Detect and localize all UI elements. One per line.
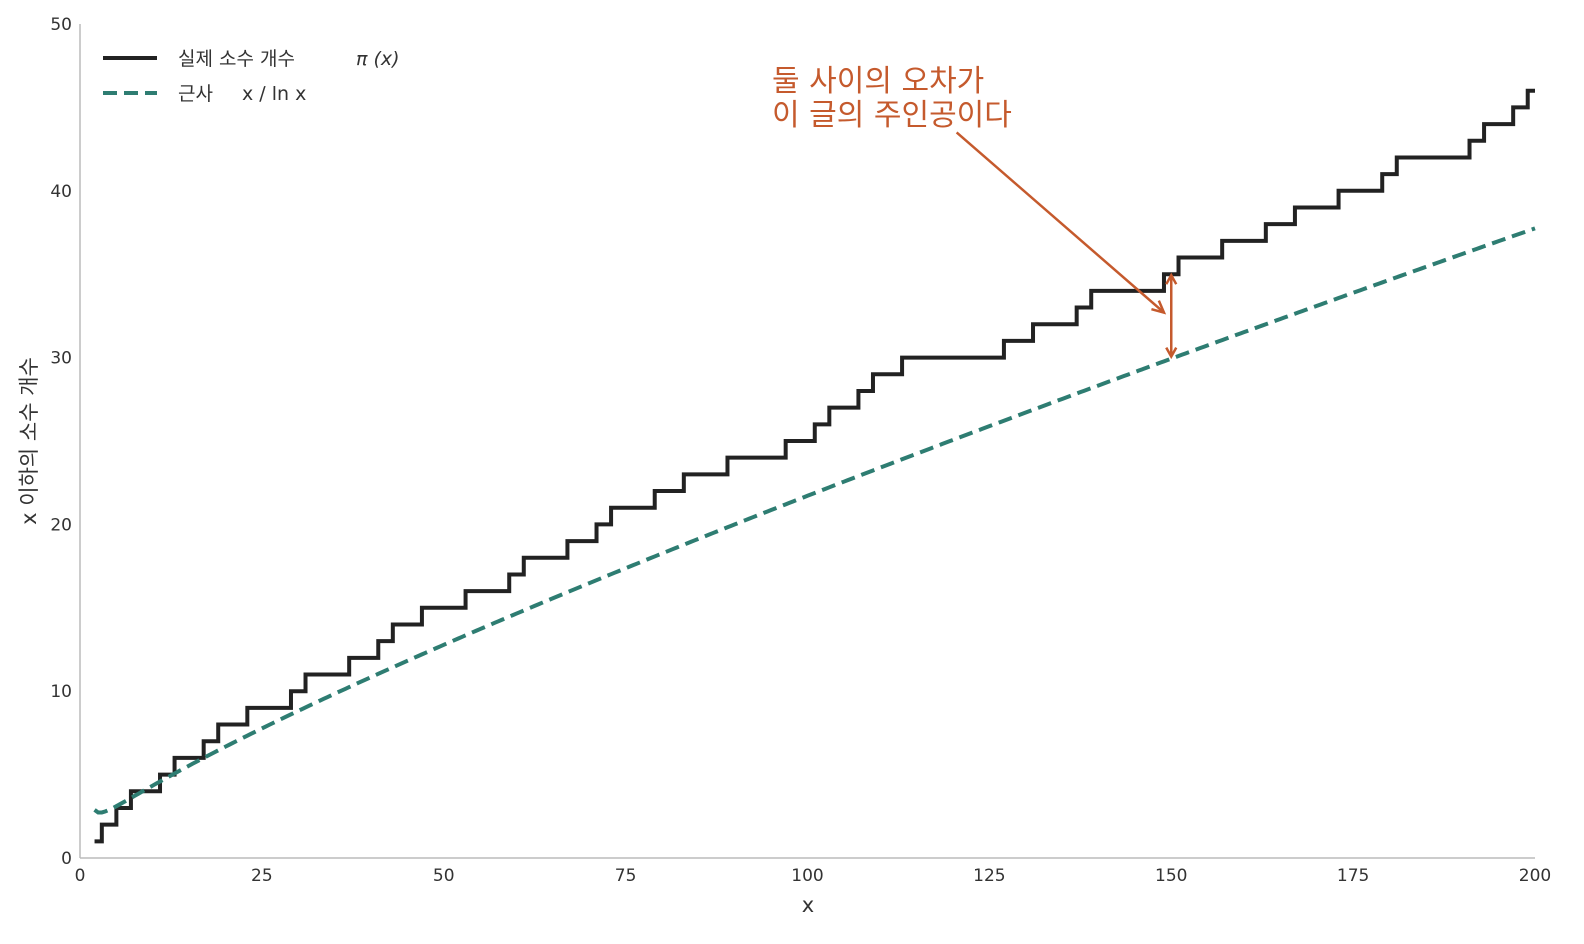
y-tick-label: 50 <box>50 15 72 35</box>
gap-marker-arrowhead-top <box>1165 272 1178 285</box>
annotation-text-line: 둘 사이의 오차가 <box>772 64 984 99</box>
x-tick-label: 75 <box>615 866 637 886</box>
legend-math-approx: x ∕ ln x <box>242 83 306 105</box>
series-line-actual <box>94 88 1535 844</box>
annotation-arrowhead <box>1151 300 1167 315</box>
y-tick-label: 0 <box>61 849 72 869</box>
legend: 실제 소수 개수 π (x) 근사 x ∕ ln x <box>103 48 400 105</box>
legend-math-actual: π (x) <box>356 48 400 70</box>
y-tick-label: 30 <box>50 349 72 369</box>
y-tick-label: 10 <box>50 682 72 702</box>
x-axis-label: x <box>802 893 814 917</box>
series-layer <box>93 88 1536 844</box>
x-tick-label: 150 <box>1155 866 1187 886</box>
axes <box>79 24 1535 859</box>
ticks: 0 25 50 75 100 125 150 175 200 0 10 20 30 40 50 <box>50 15 1551 886</box>
legend-label-approx: 근사 <box>178 83 213 105</box>
gap-marker-arrowhead-bottom <box>1165 346 1178 360</box>
x-tick-label: 25 <box>251 866 273 886</box>
annotation-text-line: 이 글의 주인공이다 <box>772 98 1012 133</box>
series-line-approx <box>93 226 1536 815</box>
x-tick-label: 50 <box>433 866 455 886</box>
x-tick-label: 175 <box>1337 866 1369 886</box>
y-tick-label: 40 <box>50 182 72 202</box>
y-axis-label: x 이하의 소수 개수 <box>17 357 41 525</box>
annotation-arrow-line <box>955 131 1165 314</box>
x-tick-label: 100 <box>791 866 823 886</box>
x-tick-label: 200 <box>1519 866 1551 886</box>
legend-label-actual: 실제 소수 개수 <box>178 48 295 70</box>
x-tick-label: 0 <box>75 866 86 886</box>
x-tick-label: 125 <box>973 866 1005 886</box>
y-tick-label: 20 <box>50 515 72 535</box>
